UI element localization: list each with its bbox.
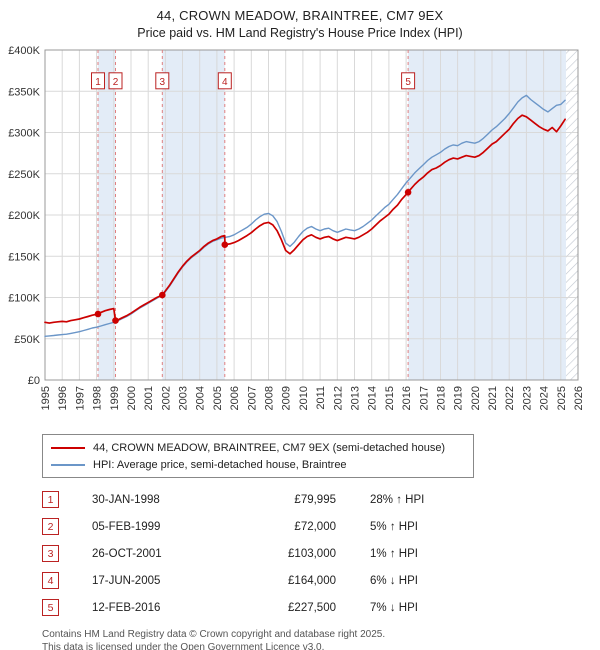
table-row: 5 12-FEB-2016 £227,500 7% ↓ HPI xyxy=(42,594,600,621)
hpi-line-swatch xyxy=(51,463,85,466)
chart-legend: 44, CROWN MEADOW, BRAINTREE, CM7 9EX (se… xyxy=(42,434,474,478)
svg-text:2002: 2002 xyxy=(160,386,172,410)
svg-text:£200K: £200K xyxy=(8,210,40,222)
sale-price: £72,000 xyxy=(294,520,336,533)
property-line-swatch xyxy=(51,446,85,449)
svg-text:2019: 2019 xyxy=(453,386,465,410)
legend-label-hpi: HPI: Average price, semi-detached house,… xyxy=(93,458,347,471)
svg-text:2011: 2011 xyxy=(315,386,327,410)
svg-text:2: 2 xyxy=(113,77,119,88)
copyright-footer: Contains HM Land Registry data © Crown c… xyxy=(42,628,600,650)
page-title: 44, CROWN MEADOW, BRAINTREE, CM7 9EX xyxy=(156,8,444,23)
sale-number-badge: 5 xyxy=(42,599,59,616)
svg-text:2016: 2016 xyxy=(401,386,413,410)
svg-text:2024: 2024 xyxy=(539,386,551,410)
svg-text:2001: 2001 xyxy=(143,386,155,410)
svg-text:2026: 2026 xyxy=(573,386,585,410)
footer-line1: Contains HM Land Registry data © Crown c… xyxy=(42,629,386,640)
legend-row-property: 44, CROWN MEADOW, BRAINTREE, CM7 9EX (se… xyxy=(51,439,465,456)
table-row: 3 26-OCT-2001 £103,000 1% ↑ HPI xyxy=(42,540,600,567)
svg-text:2021: 2021 xyxy=(487,386,499,410)
svg-text:£400K: £400K xyxy=(8,45,40,57)
svg-text:£50K: £50K xyxy=(14,334,40,346)
svg-text:4: 4 xyxy=(222,77,228,88)
svg-text:£350K: £350K xyxy=(8,86,40,98)
svg-text:2004: 2004 xyxy=(195,386,207,410)
svg-text:2008: 2008 xyxy=(264,386,276,410)
sale-hpi-delta: 6% ↓ HPI xyxy=(370,574,418,587)
svg-text:2022: 2022 xyxy=(504,386,516,410)
svg-text:1: 1 xyxy=(95,77,101,88)
sale-date: 12-FEB-2016 xyxy=(92,601,161,614)
table-row: 4 17-JUN-2005 £164,000 6% ↓ HPI xyxy=(42,567,600,594)
svg-text:1999: 1999 xyxy=(109,386,121,410)
svg-text:2018: 2018 xyxy=(436,386,448,410)
page-subtitle: Price paid vs. HM Land Registry's House … xyxy=(137,26,463,40)
sale-date: 17-JUN-2005 xyxy=(92,574,161,587)
sale-hpi-delta: 5% ↑ HPI xyxy=(370,520,418,533)
legend-row-hpi: HPI: Average price, semi-detached house,… xyxy=(51,456,465,473)
svg-text:2006: 2006 xyxy=(229,386,241,410)
sale-date: 05-FEB-1999 xyxy=(92,520,161,533)
sale-price: £103,000 xyxy=(288,547,336,560)
svg-text:2023: 2023 xyxy=(521,386,533,410)
svg-text:2020: 2020 xyxy=(470,386,482,410)
svg-text:2014: 2014 xyxy=(367,386,379,410)
footer-line2: This data is licensed under the Open Gov… xyxy=(42,642,325,650)
svg-text:2017: 2017 xyxy=(418,386,430,410)
svg-text:2003: 2003 xyxy=(178,386,190,410)
sale-price: £164,000 xyxy=(288,574,336,587)
sale-number-badge: 3 xyxy=(42,545,59,562)
svg-text:£300K: £300K xyxy=(8,128,40,140)
svg-text:2007: 2007 xyxy=(246,386,258,410)
svg-text:2000: 2000 xyxy=(126,386,138,410)
svg-text:2005: 2005 xyxy=(212,386,224,410)
sale-price: £79,995 xyxy=(294,493,336,506)
svg-text:2025: 2025 xyxy=(556,386,568,410)
sale-number-badge: 1 xyxy=(42,491,59,508)
svg-text:2010: 2010 xyxy=(298,386,310,410)
sale-hpi-delta: 7% ↓ HPI xyxy=(370,601,418,614)
svg-text:5: 5 xyxy=(405,77,411,88)
svg-text:2009: 2009 xyxy=(281,386,293,410)
table-row: 2 05-FEB-1999 £72,000 5% ↑ HPI xyxy=(42,513,600,540)
sale-date: 26-OCT-2001 xyxy=(92,547,162,560)
svg-text:£150K: £150K xyxy=(8,251,40,263)
svg-text:£250K: £250K xyxy=(8,169,40,181)
sale-number-badge: 4 xyxy=(42,572,59,589)
svg-text:1996: 1996 xyxy=(57,386,69,410)
svg-text:1995: 1995 xyxy=(40,386,52,410)
sales-table: 1 30-JAN-1998 £79,995 28% ↑ HPI 2 05-FEB… xyxy=(42,486,600,621)
sale-price: £227,500 xyxy=(288,601,336,614)
svg-text:2015: 2015 xyxy=(384,386,396,410)
sale-hpi-delta: 28% ↑ HPI xyxy=(370,493,425,506)
svg-text:£0: £0 xyxy=(28,375,40,387)
svg-text:2013: 2013 xyxy=(350,386,362,410)
sale-date: 30-JAN-1998 xyxy=(92,493,160,506)
svg-text:1997: 1997 xyxy=(74,386,86,410)
table-row: 1 30-JAN-1998 £79,995 28% ↑ HPI xyxy=(42,486,600,513)
svg-text:3: 3 xyxy=(160,77,166,88)
sale-number-badge: 2 xyxy=(42,518,59,535)
svg-text:£100K: £100K xyxy=(8,293,40,305)
sale-hpi-delta: 1% ↑ HPI xyxy=(370,547,418,560)
price-chart: 1 2 3 4 5 £0 £50K £100K £150K £200K £250K £300K £350… xyxy=(0,42,600,434)
legend-label-property: 44, CROWN MEADOW, BRAINTREE, CM7 9EX (se… xyxy=(93,441,446,454)
svg-text:2012: 2012 xyxy=(332,386,344,410)
svg-text:1998: 1998 xyxy=(92,386,104,410)
